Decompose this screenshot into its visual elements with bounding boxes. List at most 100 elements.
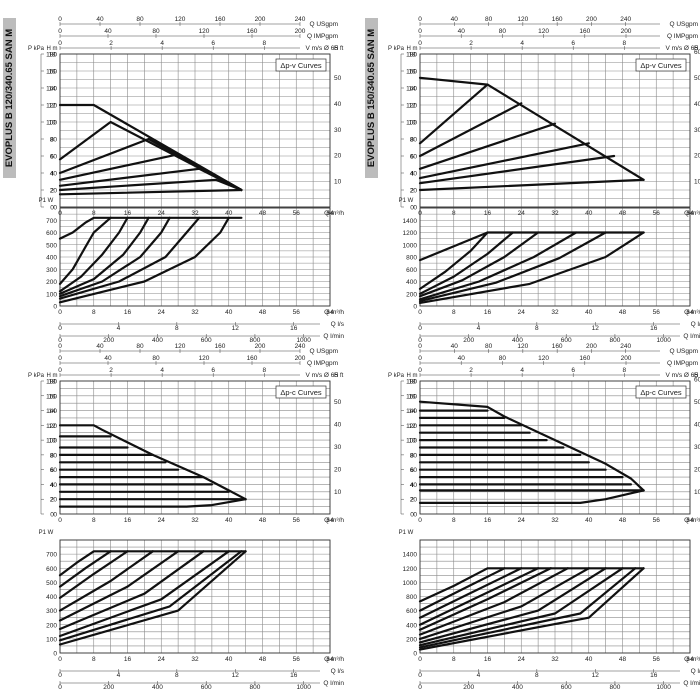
x-tick-label: 40 [225,656,233,663]
y-unit-label: P kPa [388,46,405,52]
top-axis-tick-label: 160 [552,16,563,23]
plot-frame [419,539,691,654]
top-axis-tick-label: 6 [211,367,215,374]
y-tick-label: 300 [46,267,57,274]
curve-2 [418,567,506,612]
x-tick-label: 64 [326,656,334,663]
x-tick-label: 32 [551,517,559,524]
top-axis-tick-label: 160 [215,16,226,23]
x-tick-label: 48 [259,656,267,663]
y2-tick-label: 4 [50,171,54,178]
x-tick-label: 32 [191,517,199,524]
x-tick-label: 8 [452,309,456,316]
y-tick-label: 200 [46,622,57,629]
bottom-axis-tick-label: 200 [463,337,474,344]
bottom-axis-tick-label: 0 [418,684,422,691]
y-tick-label: 160 [46,69,57,76]
top-axis-tick-label: 6 [211,40,215,47]
top-axis-label: V m/s Ø 65 [665,45,698,52]
bottom-axis-tick-label: 8 [535,325,539,332]
bottom-axis-tick-label: 8 [175,672,179,679]
curve-2 [58,550,112,588]
top-axis-tick-label: 240 [620,343,631,350]
mode-legend-box [275,385,327,399]
x-tick-label: 48 [259,517,267,524]
x-tick-label: 56 [653,517,661,524]
y-tick-label: 20 [410,188,418,195]
y2-tick-label: 8 [50,452,54,459]
top-axis-tick-label: 40 [451,16,459,23]
top-axis-tick-label: 0 [418,40,422,47]
y-tick-label: 400 [46,594,57,601]
x-tick-label: 64 [326,517,334,524]
y2-tick-label: 16 [408,69,416,76]
y-tick-label: 0 [53,304,57,311]
curve-11 [418,567,645,651]
y-tick-label: 100 [46,636,57,643]
y-tick-label: 600 [46,230,57,237]
curve-10 [418,567,637,649]
x-tick-label: 0 [58,309,62,316]
top-axis-tick-label: 240 [620,16,631,23]
top-axis-tick-label: 120 [175,343,186,350]
y3-tick-label: 30 [334,127,342,134]
curve-7 [58,216,230,304]
x-tick-label: 24 [518,309,526,316]
y-tick-label: 200 [46,279,57,286]
top-axis-tick-label: 80 [152,355,160,362]
y-unit-label: P1 W [399,530,414,536]
x-axis-label: Q m³/h [324,517,344,524]
plot-frame [59,207,331,307]
curve-5 [58,167,243,192]
bottom-axis-label: Q l/s [691,668,700,675]
curve-2 [418,83,489,145]
bottom-axis-label: Q l/s [331,668,345,675]
bottom-axis-tick-label: 800 [610,337,621,344]
y-unit-label: P kPa [388,373,405,379]
curve-4 [58,216,150,295]
bottom-axis-tick-label: 0 [58,684,62,691]
y2-unit-label: H m [47,46,58,52]
y-unit-label: P kPa [28,373,45,379]
top-axis-tick-label: 240 [295,16,306,23]
x-tick-label: 0 [58,656,62,663]
x-axis-label: Q m³/h [324,309,344,316]
y-tick-label: 500 [46,242,57,249]
y2-unit-label: H m [47,373,58,379]
y-tick-label: 1000 [403,580,418,587]
x-axis-label: Q m³/h [684,210,700,217]
y-tick-label: 40 [50,171,58,178]
y-tick-label: 120 [406,423,417,430]
x-axis-label: Q m³/h [324,656,344,663]
bottom-axis-label: Q l/min [683,333,700,340]
bottom-axis-tick-label: 4 [117,672,121,679]
y2-tick-label: 14 [408,86,416,93]
x-tick-label: 8 [452,517,456,524]
x-tick-label: 40 [585,656,593,663]
bottom-axis-tick-label: 1000 [296,684,311,691]
y-tick-label: 80 [50,452,58,459]
top-axis-tick-label: 4 [160,40,164,47]
curve-6 [58,216,201,300]
top-axis-tick-label: 200 [295,355,306,362]
bottom-axis-tick-label: 0 [58,672,62,679]
top-axis-label: V m/s Ø 65 [305,45,338,52]
curve-9 [58,550,247,646]
bottom-axis-tick-label: 1000 [656,337,671,344]
top-axis-tick-label: 80 [136,343,144,350]
top-axis-tick-label: 6 [571,367,575,374]
bottom-axis-tick-label: 0 [58,325,62,332]
x-tick-label: 0 [418,656,422,663]
curve-3 [418,567,523,619]
y-tick-label: 120 [46,103,57,110]
bottom-axis-tick-label: 1000 [296,337,311,344]
y-tick-label: 0 [53,205,57,212]
curve-6 [418,231,607,303]
bottom-axis-tick-label: 0 [418,325,422,332]
curve-5 [58,216,171,298]
top-axis-tick-label: 6 [571,40,575,47]
top-axis-tick-label: 120 [175,16,186,23]
curve-2 [58,120,243,192]
bottom-axis-tick-label: 12 [232,672,240,679]
